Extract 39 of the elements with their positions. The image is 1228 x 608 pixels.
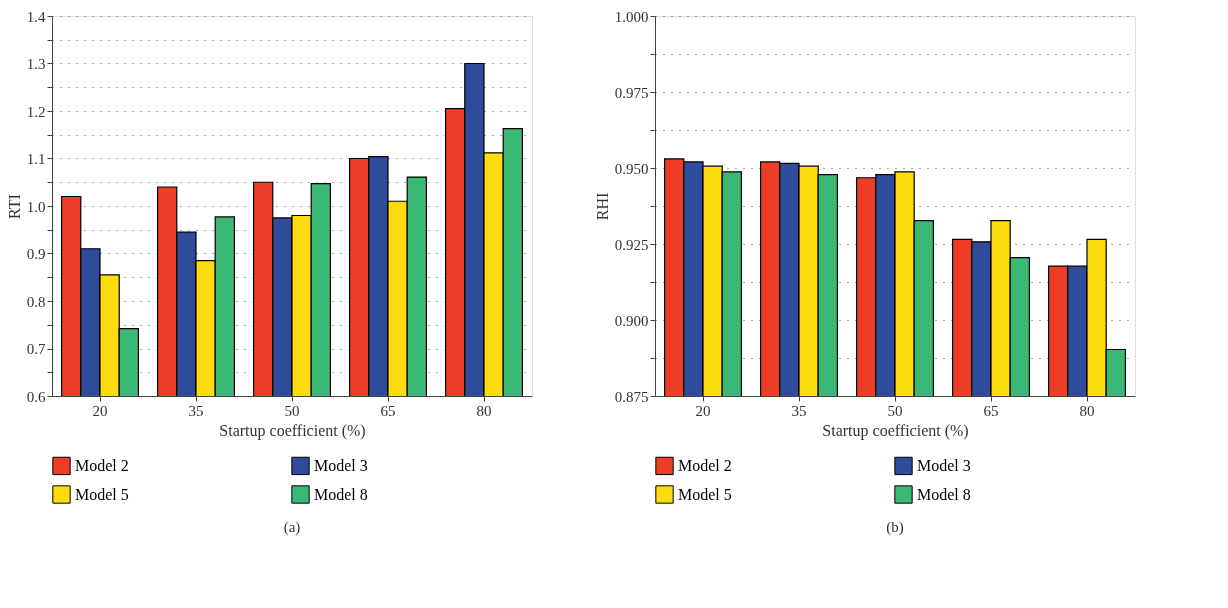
legend-label: Model 8 (314, 485, 368, 503)
y-axis-title: RHI (593, 192, 611, 221)
legend-label: Model 5 (75, 485, 129, 503)
y-tick-label: 0.7 (26, 341, 46, 357)
x-tick-label: 65 (983, 402, 999, 419)
y-tick-label: 0.6 (26, 388, 46, 405)
y-tick-label: 1.3 (26, 56, 46, 72)
y-tick-label: 0.9 (26, 246, 46, 262)
x-tick-label: 50 (284, 402, 300, 419)
legend-label: Model 5 (678, 485, 732, 503)
y-tick-label: 0.8 (26, 293, 46, 310)
x-tick-label: 20 (92, 402, 108, 419)
y-tick-label: 1.4 (26, 8, 46, 25)
y-tick-label: 0.925 (614, 236, 649, 253)
y-tick-label: 1.0 (26, 198, 46, 215)
x-tick-label: 80 (1079, 402, 1095, 419)
y-tick-label: 1.2 (26, 103, 46, 120)
x-tick-label: 20 (695, 402, 711, 419)
y-tick-label: 1.000 (614, 8, 649, 25)
x-axis-title: Startup coefficient (%) (219, 421, 366, 440)
text: (b) (886, 519, 904, 536)
text: (a) (283, 519, 301, 536)
x-tick-label: 35 (791, 402, 807, 419)
y-axis-title: RTI (5, 194, 23, 219)
x-axis-title: Startup coefficient (%) (822, 421, 969, 440)
y-tick-label: 0.875 (614, 388, 649, 405)
legend-label: Model 2 (75, 456, 129, 474)
y-tick-label: 0.950 (614, 160, 649, 177)
y-tick-label: 0.900 (614, 312, 649, 329)
x-tick-label: 35 (188, 402, 204, 419)
y-tick-label: 1.1 (26, 151, 46, 167)
x-tick-label: 65 (380, 402, 396, 419)
x-tick-label: 80 (476, 402, 492, 419)
legend-label: Model 2 (678, 456, 732, 474)
legend-label: Model 3 (917, 456, 971, 474)
legend-label: Model 8 (917, 485, 971, 503)
legend-label: Model 3 (314, 456, 368, 474)
x-tick-label: 50 (887, 402, 903, 419)
y-tick-label: 0.975 (614, 84, 649, 101)
